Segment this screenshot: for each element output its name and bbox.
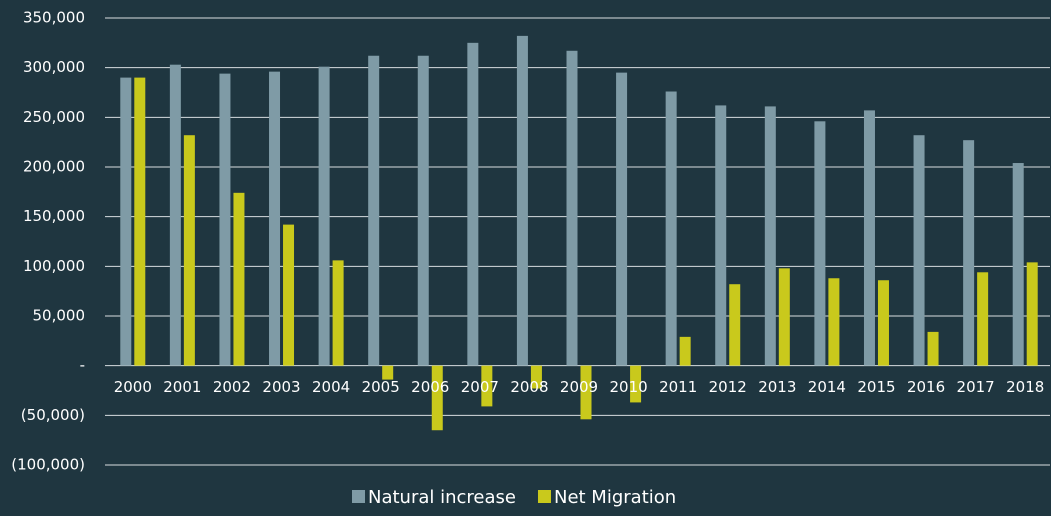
x-tick-label: 2005 (362, 378, 400, 396)
bar (977, 272, 989, 366)
bar (863, 110, 875, 366)
bar (927, 331, 939, 366)
x-tick-label: 2012 (709, 378, 747, 396)
bar (233, 192, 245, 366)
bar (530, 365, 542, 389)
x-tick-label: 2010 (609, 378, 647, 396)
bar (283, 224, 295, 366)
y-tick-label: 250,000 (23, 108, 85, 126)
bar (963, 140, 975, 366)
y-tick-label: 350,000 (23, 9, 85, 27)
bar (467, 42, 479, 366)
y-tick-label: (100,000) (11, 456, 85, 474)
bar (382, 365, 394, 380)
bar (616, 72, 628, 366)
x-tick-label: 2008 (510, 378, 548, 396)
bar (913, 135, 925, 366)
bar (729, 284, 741, 366)
x-tick-label: 2017 (957, 378, 995, 396)
bar (715, 105, 727, 366)
legend-swatch (537, 490, 551, 503)
x-tick-label: 2018 (1006, 378, 1044, 396)
bar (630, 365, 642, 403)
x-tick-label: 2002 (213, 378, 251, 396)
bar (566, 50, 578, 366)
bar (417, 55, 429, 366)
bar (1026, 262, 1038, 366)
x-tick-label: 2014 (808, 378, 846, 396)
y-tick-label: 100,000 (23, 257, 85, 275)
y-tick-label: 50,000 (33, 307, 86, 325)
x-tick-label: 2007 (461, 378, 499, 396)
y-tick-label: 200,000 (23, 158, 85, 176)
bar (814, 121, 826, 366)
bar (332, 260, 344, 366)
x-tick-label: 2003 (262, 378, 300, 396)
bar (431, 365, 443, 431)
bar (134, 77, 146, 366)
y-tick-label: 300,000 (23, 58, 85, 76)
bar (219, 73, 231, 366)
x-tick-label: 2009 (560, 378, 598, 396)
bar (580, 365, 592, 420)
x-tick-label: 2006 (411, 378, 449, 396)
bar (679, 336, 691, 366)
legend-label: Natural increase (368, 487, 516, 508)
bar (120, 77, 132, 366)
bar (481, 365, 493, 407)
bar (778, 268, 790, 366)
bar (665, 91, 677, 366)
y-tick-label: 150,000 (23, 207, 85, 225)
bar (183, 135, 195, 366)
bar (516, 35, 528, 366)
bar (1012, 163, 1024, 366)
y-tick-label: (50,000) (21, 406, 85, 424)
x-tick-label: 2015 (857, 378, 895, 396)
bar (828, 278, 840, 366)
x-tick-label: 2000 (114, 378, 152, 396)
x-tick-label: 2004 (312, 378, 350, 396)
bar (269, 71, 281, 366)
bar (877, 280, 889, 366)
x-tick-label: 2001 (163, 378, 201, 396)
legend-label: Net Migration (554, 487, 676, 508)
bar (764, 106, 776, 366)
bar (368, 55, 380, 366)
y-tick-label: - (80, 356, 85, 374)
x-tick-label: 2011 (659, 378, 697, 396)
bar (169, 64, 181, 366)
legend-swatch (352, 490, 365, 503)
x-tick-label: 2013 (758, 378, 796, 396)
bar (318, 66, 330, 366)
x-tick-label: 2016 (907, 378, 945, 396)
